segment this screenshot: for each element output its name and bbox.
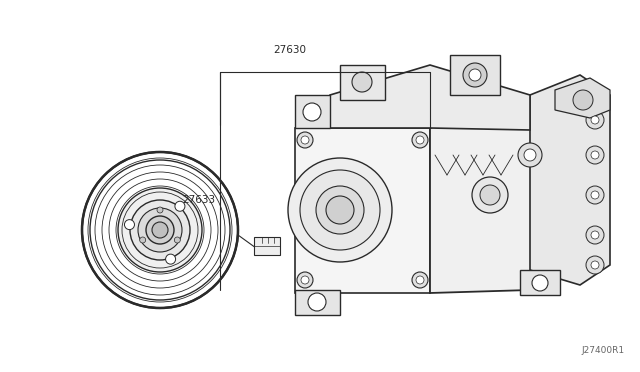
Polygon shape: [530, 75, 610, 285]
Circle shape: [175, 201, 185, 211]
Circle shape: [412, 272, 428, 288]
Circle shape: [469, 69, 481, 81]
Circle shape: [152, 222, 168, 238]
Circle shape: [301, 276, 309, 284]
Circle shape: [308, 293, 326, 311]
Circle shape: [416, 136, 424, 144]
Polygon shape: [555, 78, 610, 118]
Bar: [450, 55, 500, 95]
Circle shape: [130, 200, 190, 260]
Circle shape: [316, 186, 364, 234]
Text: 27630: 27630: [273, 45, 307, 55]
Circle shape: [586, 111, 604, 129]
Circle shape: [586, 256, 604, 274]
Circle shape: [82, 152, 238, 308]
Circle shape: [532, 275, 548, 291]
Polygon shape: [295, 290, 340, 315]
Circle shape: [352, 72, 372, 92]
Circle shape: [416, 276, 424, 284]
Circle shape: [480, 185, 500, 205]
Circle shape: [463, 63, 487, 87]
Circle shape: [472, 177, 508, 213]
Circle shape: [174, 237, 180, 243]
Text: J27400R1: J27400R1: [582, 346, 625, 355]
Circle shape: [140, 237, 146, 243]
Polygon shape: [520, 270, 560, 295]
Circle shape: [124, 219, 134, 230]
Bar: [295, 128, 430, 293]
Circle shape: [297, 272, 313, 288]
Circle shape: [303, 103, 321, 121]
Circle shape: [586, 226, 604, 244]
Circle shape: [166, 254, 175, 264]
Circle shape: [591, 231, 599, 239]
Circle shape: [118, 188, 202, 272]
Circle shape: [586, 146, 604, 164]
Circle shape: [138, 208, 182, 252]
Circle shape: [573, 90, 593, 110]
Circle shape: [591, 151, 599, 159]
Circle shape: [586, 186, 604, 204]
Circle shape: [301, 136, 309, 144]
Circle shape: [146, 216, 174, 244]
Circle shape: [412, 132, 428, 148]
Bar: [340, 65, 385, 100]
Polygon shape: [430, 95, 560, 293]
Circle shape: [157, 207, 163, 213]
Circle shape: [297, 132, 313, 148]
Circle shape: [326, 196, 354, 224]
Polygon shape: [295, 95, 330, 128]
Circle shape: [591, 116, 599, 124]
Circle shape: [518, 143, 542, 167]
Circle shape: [300, 170, 380, 250]
Text: 27633: 27633: [182, 195, 215, 205]
Bar: [254, 237, 280, 255]
Polygon shape: [330, 65, 530, 130]
Circle shape: [591, 191, 599, 199]
Circle shape: [591, 261, 599, 269]
Circle shape: [288, 158, 392, 262]
Circle shape: [524, 149, 536, 161]
